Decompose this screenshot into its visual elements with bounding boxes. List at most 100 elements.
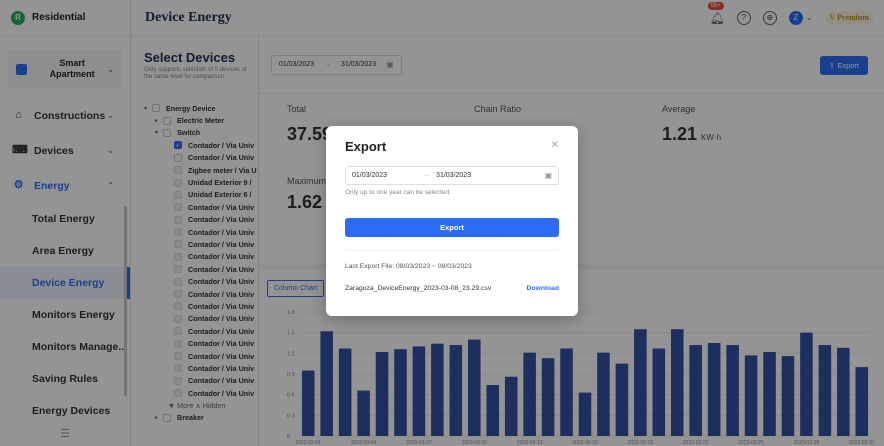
bar[interactable]	[486, 385, 500, 436]
bar[interactable]	[412, 346, 426, 436]
tree-checkbox[interactable]	[163, 128, 171, 137]
bar[interactable]	[615, 363, 629, 436]
tree-node-label: Contador / Via Univ	[188, 239, 255, 249]
tree-node-label: Contador / Via Univ	[188, 363, 255, 373]
device-icon: ⌨	[12, 144, 28, 156]
select-devices-note: Only supports selection of 5 devices of …	[144, 67, 247, 80]
last-export-info: Last Export File: 08/03/2023 ~ 08/03/202…	[345, 263, 472, 270]
total-value: 37.59	[287, 124, 333, 144]
bar[interactable]	[449, 345, 463, 436]
sidebar-item-energy-devices[interactable]: Energy Devices	[32, 405, 111, 417]
bar[interactable]	[744, 355, 758, 436]
bar[interactable]	[468, 339, 481, 436]
tree-node[interactable]: ✓ Contador / Via Univ	[144, 139, 259, 151]
energy-icon: ⚙	[13, 179, 24, 191]
sidebar-item-monitors-energy[interactable]: Monitors Energy	[32, 309, 115, 321]
user-menu[interactable]: Z ⌄	[788, 10, 813, 25]
caret-down-icon[interactable]: ▾	[144, 105, 148, 112]
bar[interactable]	[560, 348, 573, 436]
bar[interactable]	[357, 390, 370, 436]
tree-node-label: Unidad Exterior 9 /	[188, 178, 252, 188]
bar[interactable]	[726, 345, 739, 436]
bar[interactable]	[634, 329, 647, 436]
sidebar-item-saving-rules[interactable]: Saving Rules	[32, 373, 98, 385]
y-tick-label: 1.2	[287, 351, 295, 357]
menu-collapse-icon[interactable]: ☰	[60, 427, 70, 440]
bar[interactable]	[504, 376, 518, 436]
modal-export-button[interactable]: Export	[345, 218, 559, 237]
bar[interactable]	[578, 392, 592, 436]
bar[interactable]	[855, 367, 869, 436]
x-tick-label: 2023-03-22	[683, 440, 709, 446]
bar[interactable]	[394, 349, 407, 436]
modal-title: Export	[345, 139, 387, 154]
sidebar-group-energy[interactable]: ⚙ Energy ⌃	[0, 168, 130, 203]
modal-start-date: 01/03/2023	[352, 172, 388, 179]
bar[interactable]	[338, 348, 352, 436]
tree-checkbox[interactable]	[163, 116, 171, 125]
tree-checkbox[interactable]: ✓	[174, 141, 182, 150]
bar[interactable]	[523, 352, 536, 436]
bar[interactable]	[597, 352, 610, 436]
date-range-picker[interactable]: 01/03/2023 → 31/03/2023 ▣	[271, 54, 402, 75]
tree-node: Contador / Via Univ	[144, 238, 259, 250]
bar[interactable]	[689, 345, 702, 436]
tree-node: Zigbee meter / Via U	[144, 164, 259, 176]
brand[interactable]: R Residential	[0, 0, 130, 36]
caret-right-icon[interactable]: ▸	[155, 415, 159, 422]
sidebar-group-devices[interactable]: ⌨ Devices ⌄	[0, 133, 130, 168]
bar[interactable]	[431, 343, 444, 436]
bar[interactable]	[781, 356, 795, 436]
tree-checkbox[interactable]	[174, 153, 182, 162]
page-title: Device Energy	[145, 9, 232, 25]
tree-node[interactable]: ▾ Switch	[144, 127, 259, 139]
site-selector[interactable]: Smart Apartment ⌄	[8, 50, 122, 88]
bar[interactable]	[375, 351, 389, 436]
sidebar-item-area-energy[interactable]: Area Energy	[32, 245, 94, 257]
modal-date-range-picker[interactable]: 01/03/2023 → 31/03/2023 ▣	[345, 166, 559, 185]
bar[interactable]	[818, 345, 832, 436]
tree-node[interactable]: ▸ Breaker	[144, 412, 259, 424]
bar[interactable]	[707, 343, 721, 436]
sidebar-item-total-energy[interactable]: Total Energy	[32, 213, 95, 225]
tree-node[interactable]: ▼ More ∧ Hidden	[144, 399, 259, 411]
bar[interactable]	[763, 351, 776, 436]
sidebar-item-monitors-manage[interactable]: Monitors Manage...	[32, 341, 128, 353]
tree-node-label: Contador / Via Univ	[188, 351, 255, 361]
header-actions: 🔔︎ 99+ ? ⊕ Z ⌄ V Premium	[707, 1, 874, 25]
tree-checkbox[interactable]	[163, 413, 171, 422]
bar[interactable]	[541, 358, 555, 436]
notification-button[interactable]: 🔔︎ 99+	[707, 1, 725, 25]
column-chart-tab[interactable]: Column Chart	[267, 280, 325, 297]
tree-node[interactable]: Contador / Via Univ	[144, 152, 259, 164]
chain-ratio-label: Chain Ratio	[474, 104, 522, 114]
download-link[interactable]: Download	[526, 285, 559, 292]
help-icon[interactable]: ?	[736, 10, 751, 25]
calendar-icon: ▣	[544, 171, 552, 180]
more-toggle[interactable]: ▼ More ∧ Hidden	[168, 401, 226, 411]
modal-hint: Only up to one year can be selected.	[345, 189, 451, 196]
bar[interactable]	[301, 370, 315, 436]
tree-checkbox[interactable]	[152, 104, 160, 113]
close-icon[interactable]: ✕	[550, 140, 559, 151]
tree-node: Contador / Via Univ	[144, 226, 259, 238]
bell-icon: 🔔︎	[709, 10, 725, 25]
tree-node[interactable]: ▸ Electric Meter	[144, 114, 259, 126]
bar[interactable]	[837, 347, 850, 436]
sidebar-group-constructions[interactable]: ⌂ Constructions ⌄	[0, 98, 130, 133]
caret-right-icon[interactable]: ▸	[155, 118, 159, 125]
premium-badge[interactable]: V Premium	[824, 11, 874, 24]
export-button[interactable]: ⇧ Export	[819, 56, 868, 75]
tree-node[interactable]: ▾ Energy Device	[144, 102, 259, 114]
sidebar-group-label: Energy	[34, 179, 70, 192]
globe-icon[interactable]: ⊕	[762, 10, 777, 25]
bar[interactable]	[320, 331, 333, 436]
bar[interactable]	[800, 332, 813, 436]
x-tick-label: 2023-03-13	[517, 440, 543, 446]
tree-node-label: Unidad Exterior 6 /	[188, 190, 252, 200]
caret-down-icon[interactable]: ▾	[155, 130, 159, 137]
sidebar-scrollbar[interactable]	[124, 206, 127, 396]
bar[interactable]	[652, 348, 666, 436]
bar[interactable]	[670, 329, 684, 436]
sidebar-item-device-energy[interactable]: Device Energy	[0, 267, 130, 299]
